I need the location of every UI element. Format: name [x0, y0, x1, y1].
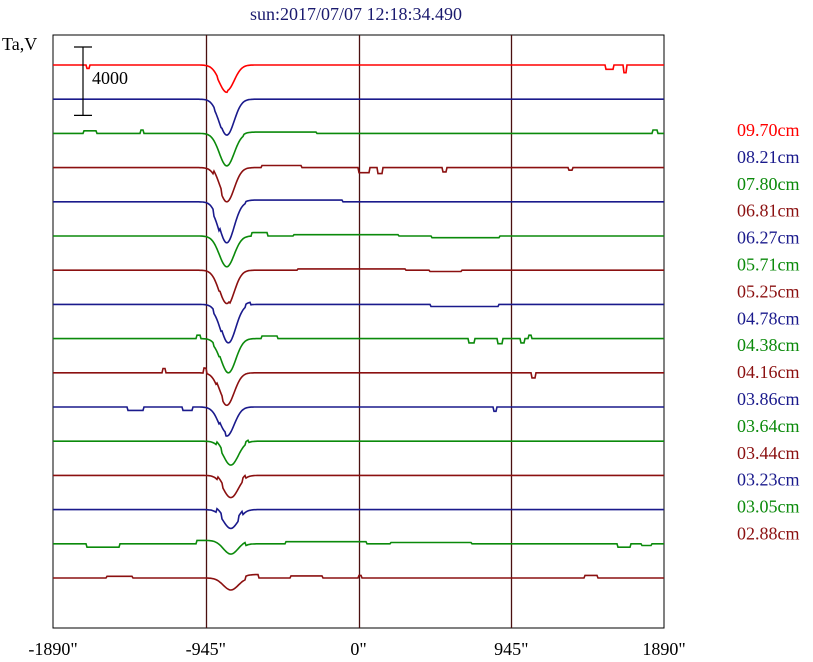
legend-entry-04.16cm: 04.16cm — [737, 362, 800, 382]
x-tick-label--945: -945" — [186, 639, 226, 659]
legend: 09.70cm 08.21cm 07.80cm 06.81cm 06.27cm 05.71… — [737, 120, 800, 544]
legend-entry-06.27cm: 06.27cm — [737, 228, 800, 248]
legend-entry-04.38cm: 04.38cm — [737, 335, 800, 355]
series-line-05.71cm — [53, 231, 664, 268]
series-line-02.88cm — [53, 573, 664, 591]
series-line-03.05cm — [53, 539, 664, 555]
series-line-05.25cm — [53, 268, 664, 305]
legend-entry-05.25cm: 05.25cm — [737, 281, 800, 301]
legend-entry-02.88cm: 02.88cm — [737, 524, 800, 544]
series-line-08.21cm — [53, 98, 664, 136]
chart-title: sun:2017/07/07 12:18:34.490 — [250, 4, 462, 24]
scale-bar: 4000 — [74, 46, 128, 117]
legend-entry-03.05cm: 03.05cm — [737, 497, 800, 517]
legend-entry-03.86cm: 03.86cm — [737, 389, 800, 409]
gridlines — [205, 35, 513, 628]
x-tick-label-1890: 1890" — [642, 639, 685, 659]
x-tick-label-0: 0" — [350, 639, 366, 659]
legend-entry-09.70cm: 09.70cm — [737, 120, 800, 140]
legend-entry-07.80cm: 07.80cm — [737, 174, 800, 194]
series-line-04.38cm — [53, 334, 664, 374]
series-line-09.70cm — [53, 64, 664, 94]
series-line-04.78cm — [53, 301, 664, 344]
legend-entry-03.64cm: 03.64cm — [737, 416, 800, 436]
series-line-06.81cm — [53, 164, 664, 203]
legend-entry-03.23cm: 03.23cm — [737, 470, 800, 490]
legend-entry-06.81cm: 06.81cm — [737, 201, 800, 221]
series-line-06.27cm — [53, 199, 664, 244]
series-group — [53, 64, 664, 591]
plot-frame — [52, 34, 665, 629]
legend-entry-05.71cm: 05.71cm — [737, 255, 800, 275]
x-tick-label-945: 945" — [494, 639, 528, 659]
series-line-03.44cm — [53, 474, 664, 499]
series-line-03.86cm — [53, 406, 664, 437]
scale-bar-label: 4000 — [92, 68, 128, 88]
legend-entry-04.78cm: 04.78cm — [737, 308, 800, 328]
series-line-03.23cm — [53, 507, 664, 530]
legend-entry-08.21cm: 08.21cm — [737, 147, 800, 167]
series-line-03.64cm — [53, 439, 664, 466]
y-axis-label: Ta,V — [2, 34, 37, 54]
legend-entry-03.44cm: 03.44cm — [737, 443, 800, 463]
series-line-04.16cm — [53, 367, 664, 407]
x-axis-ticks: -1890" -945" 0" 945" 1890" — [28, 639, 685, 659]
x-tick-label--1890: -1890" — [28, 639, 77, 659]
series-line-07.80cm — [53, 129, 664, 167]
